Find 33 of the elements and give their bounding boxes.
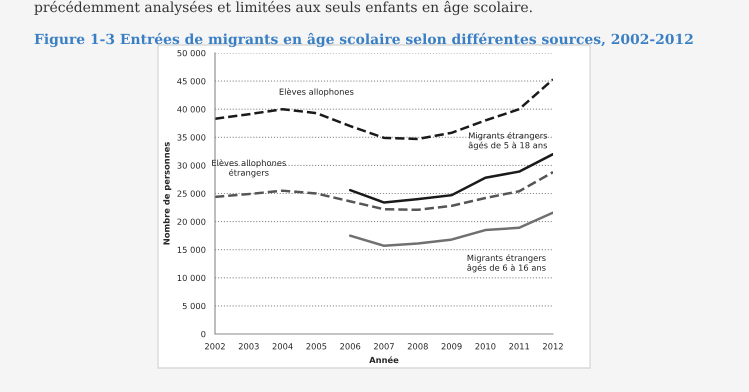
x-tick-label: 2005	[306, 343, 326, 350]
x-tick-label: 2008	[408, 343, 428, 350]
x-tick-label: 2011	[509, 343, 530, 350]
x-tick-label: 2003	[238, 343, 259, 350]
y-tick-label: 45 000	[177, 78, 206, 84]
line-series	[348, 152, 553, 204]
x-tick-label: 2010	[475, 343, 496, 350]
x-tick-label: 2012	[543, 343, 563, 350]
line-series	[215, 78, 553, 140]
text: Migrants étrangers âgés de 6 à 16 ans	[467, 254, 546, 272]
x-tick-label: 2006	[340, 343, 360, 350]
series-label: Elèves allophones étrangers	[212, 159, 286, 178]
y-tick-label: 35 000	[177, 134, 206, 141]
y-tick-label: 10 000	[178, 274, 206, 282]
chart-title: Figure 1-3 Entrées de migrants en âge scolaire selon différentes sources, 2002-2012	[34, 32, 693, 48]
y-tick-label: 25 000	[177, 190, 206, 197]
text: précédemment analysées et limitées aux seuls enfants en âge scolaire.	[34, 0, 532, 16]
x-tick-label: 2007	[374, 343, 394, 350]
x-tick-label: 2004	[272, 343, 293, 350]
y-tick-label: 50 000	[177, 50, 206, 56]
x-tick-label: 2002	[205, 343, 225, 350]
y-tick-label: 5 000	[182, 302, 206, 310]
y-tick-label: 20 000	[177, 218, 206, 225]
y-tick-label: 40 000	[177, 106, 206, 112]
x-tick-label: 2009	[442, 343, 462, 350]
y-tick-label: 30 000	[177, 162, 206, 169]
x-axis-title: Année	[369, 356, 398, 364]
y-tick-label: 15 000	[178, 246, 206, 253]
y-tick-label: 0	[201, 330, 206, 338]
line-series	[348, 211, 553, 248]
series-label: Migrants étrangers âgés de 5 à 18 ans	[468, 132, 548, 150]
y-axis-title: Nombre de personnes	[163, 142, 172, 244]
series-label: Elèves allophones	[280, 88, 354, 96]
